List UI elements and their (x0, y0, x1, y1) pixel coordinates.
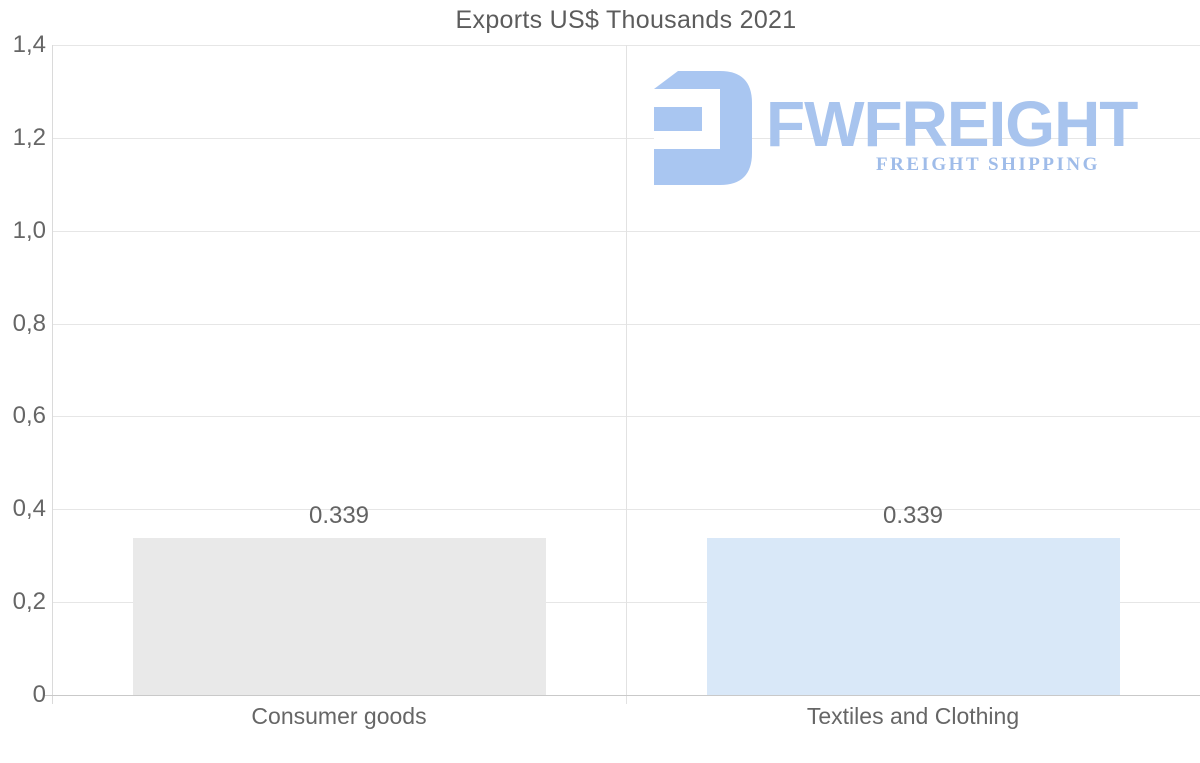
y-tick-label: 1,2 (12, 123, 46, 151)
x-gridline (626, 45, 627, 704)
y-tick-label: 1,0 (12, 216, 46, 244)
y-tick-label: 0,6 (12, 402, 46, 430)
y-tick-label: 0 (32, 681, 46, 708)
chart-title: Exports US$ Thousands 2021 (455, 6, 797, 34)
x-category-label: Textiles and Clothing (806, 703, 1020, 729)
x-category-label: Consumer goods (251, 703, 427, 729)
bar-value-label: 0.339 (308, 501, 370, 529)
y-tick-label: 1,4 (12, 31, 46, 58)
y-tick-label: 0,8 (12, 309, 46, 337)
bar[interactable] (132, 537, 546, 695)
y-axis-line (52, 45, 53, 704)
y-tick-label: 0,4 (12, 495, 46, 523)
x-axis-line (45, 695, 1200, 696)
bar[interactable] (706, 537, 1120, 695)
bar-value-label: 0.339 (882, 501, 944, 529)
y-tick-label: 0,2 (12, 588, 46, 616)
